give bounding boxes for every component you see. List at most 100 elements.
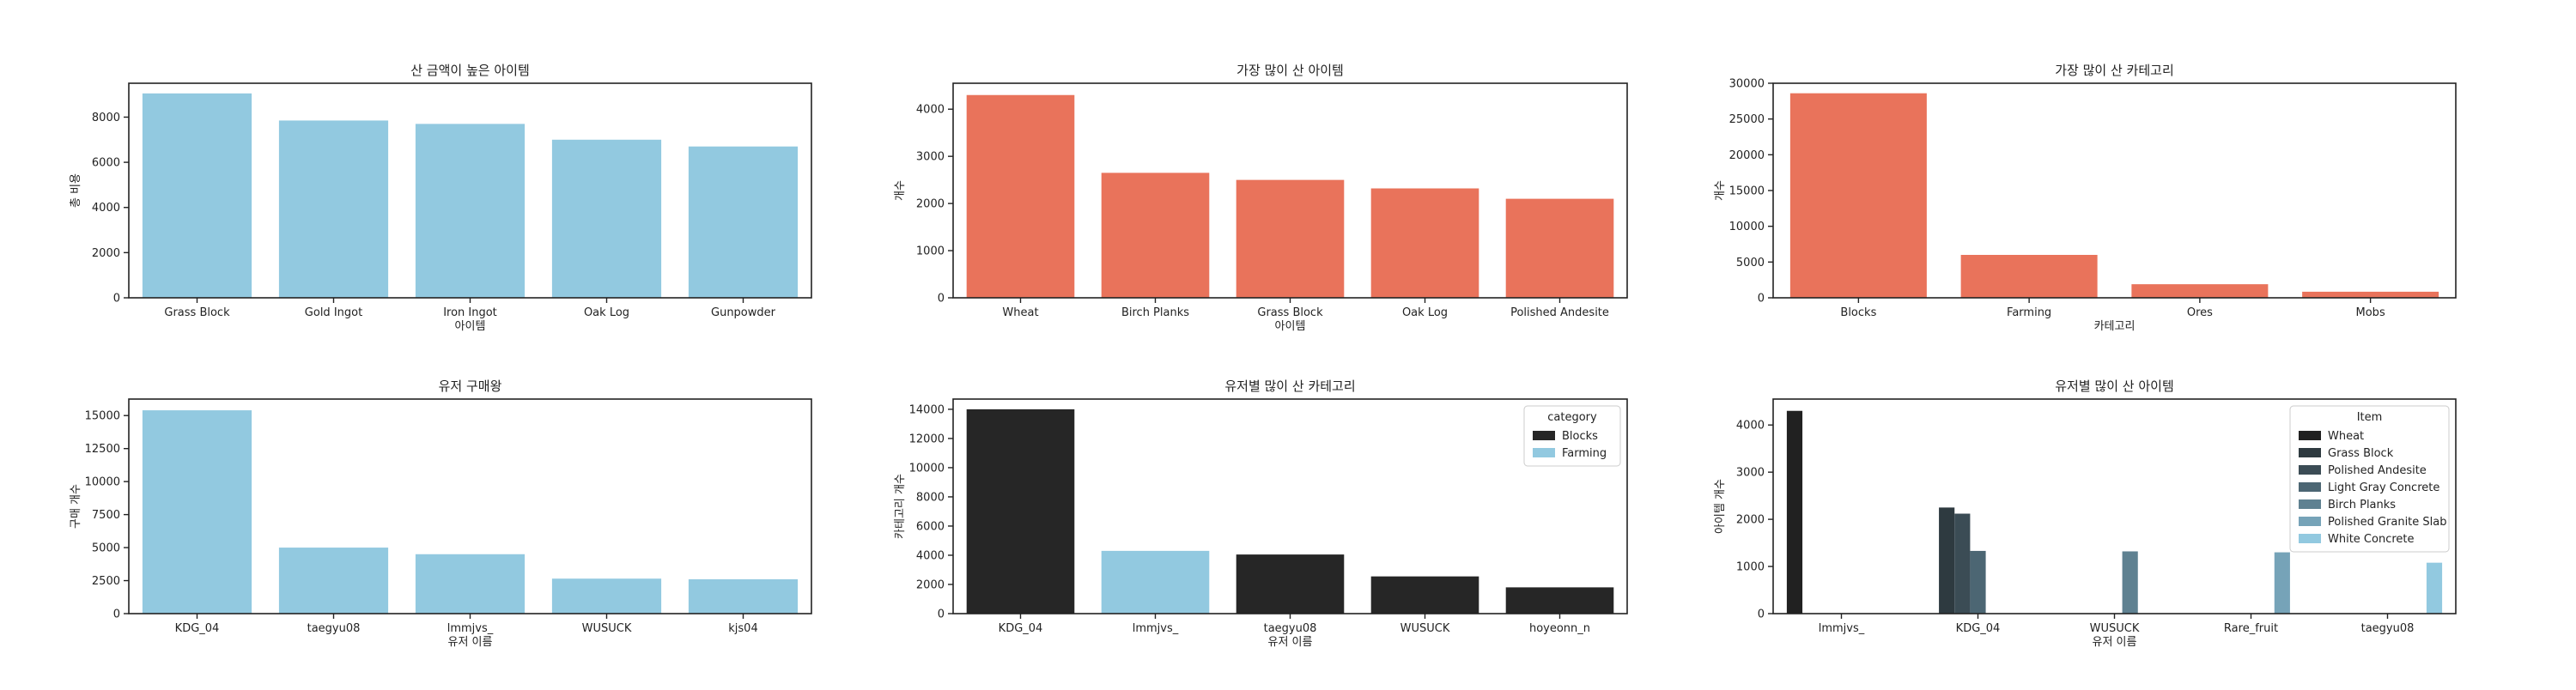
x-tick-label: Blocks [1840, 306, 1876, 319]
x-axis-label: 유저 이름 [1268, 636, 1313, 649]
chart-c4: 유저 구매왕 0 2500 5000 7500 10000 12500 15000 구매 개수 K… [70, 378, 812, 649]
x-tick-label: Mobs [2356, 306, 2385, 319]
x-tick-label: Oak Log [584, 306, 629, 319]
bar [142, 93, 252, 298]
x-tick-label: Iron Ingot [443, 306, 497, 319]
x-tick-label: KDG_04 [999, 622, 1043, 635]
legend-label: Blocks [1562, 430, 1598, 443]
bar-light-gray-concrete [1970, 550, 1986, 614]
y-axis-label: 카테고리 개수 [894, 474, 907, 539]
x-tick-label: WUSUCK [582, 622, 632, 635]
legend-label: White Concrete [2328, 533, 2415, 546]
bar [415, 554, 526, 614]
chart-legend: category Blocks Farming [1523, 405, 1621, 467]
y-tick-label: 8000 [916, 491, 945, 504]
bar [1236, 554, 1345, 614]
x-tick-label: Ores [2187, 306, 2213, 319]
y-tick-label: 0 [113, 608, 120, 621]
x-tick-label: WUSUCK [2090, 622, 2140, 635]
chart-title: 가장 많이 산 아이템 [1236, 63, 1344, 78]
chart-title: 유저 구매왕 [439, 378, 502, 394]
y-tick-label: 6000 [92, 157, 120, 170]
x-tick-label: Gold Ingot [305, 306, 362, 319]
bar-birch-planks [2122, 551, 2138, 614]
y-tick-label: 1000 [1736, 561, 1765, 574]
y-tick-label: 7500 [92, 509, 120, 522]
bar [1101, 550, 1210, 614]
y-tick-label: 0 [938, 608, 945, 621]
y-axis-label: 총 비용 [70, 173, 82, 208]
x-tick-label: Birch Planks [1121, 306, 1189, 319]
legend-label: Light Gray Concrete [2328, 481, 2439, 494]
legend-swatch [2299, 517, 2321, 526]
y-tick-label: 2000 [916, 198, 945, 211]
plot-frame [128, 82, 812, 299]
chart-c2: 가장 많이 산 아이템 0 1000 2000 3000 4000 개수 Wheat Birch… [894, 63, 1628, 333]
x-tick-label: Grass Block [1257, 306, 1323, 319]
bar [551, 139, 662, 298]
legend-label: Birch Planks [2328, 499, 2396, 511]
y-tick-label: 0 [113, 293, 120, 306]
bar-polished-granite-slab [2274, 552, 2290, 614]
legend-swatch [2299, 465, 2321, 475]
chart-c6: 유저별 많이 산 아이템 0 1000 2000 3000 4000 아이템 개수 lmmjv… [1714, 378, 2457, 649]
y-tick-label: 4000 [916, 104, 945, 117]
legend-title: category [1547, 411, 1597, 424]
x-axis-label: 카테고리 [2094, 320, 2136, 333]
bar [1505, 587, 1614, 614]
x-axis-label: 아이템 [455, 320, 486, 333]
x-tick-label: Rare_fruit [2224, 622, 2278, 635]
y-tick-label: 15000 [85, 410, 120, 423]
chart-c5: 유저별 많이 산 카테고리 0 2000 4000 6000 8000 10000 12000… [894, 378, 1628, 649]
x-tick-label: lmmjvs_ [447, 622, 494, 635]
bar [1101, 172, 1210, 298]
x-axis-label: 아이템 [1275, 320, 1306, 333]
y-tick-label: 0 [938, 293, 945, 306]
x-tick-label: lmmjvs_ [1819, 622, 1865, 635]
x-tick-label: Grass Block [164, 306, 230, 319]
bar [551, 578, 662, 614]
bar [278, 120, 389, 298]
plot-frame [1772, 82, 2457, 299]
x-tick-label: lmmjvs_ [1133, 622, 1179, 635]
bar [415, 124, 526, 298]
y-tick-label: 4000 [92, 202, 120, 215]
legend-label: Polished Andesite [2328, 464, 2427, 477]
legend-swatch [2299, 534, 2321, 543]
x-tick-label: Wheat [1002, 306, 1038, 319]
y-tick-label: 12000 [909, 433, 945, 445]
y-tick-label: 2000 [92, 247, 120, 260]
y-tick-label: 15000 [1729, 185, 1765, 198]
chart-title: 산 금액이 높은 아이템 [410, 63, 530, 78]
legend-label: Grass Block [2328, 447, 2394, 460]
y-tick-label: 5000 [1736, 257, 1765, 269]
legend-swatch [2299, 499, 2321, 509]
y-tick-label: 14000 [909, 403, 945, 416]
bar [688, 579, 799, 614]
legend-label: Polished Granite Slab [2328, 516, 2447, 529]
x-tick-label: taegyu08 [1264, 622, 1317, 635]
bar [1236, 179, 1345, 298]
y-tick-label: 3000 [916, 151, 945, 164]
legend-label: Farming [1562, 447, 1607, 460]
y-tick-label: 8000 [92, 112, 120, 124]
y-tick-label: 10000 [1729, 221, 1765, 233]
legend-swatch [1533, 448, 1555, 457]
bar-wheat [1786, 410, 1803, 614]
plot-frame [952, 82, 1628, 299]
x-tick-label: Farming [2007, 306, 2051, 319]
y-tick-label: 30000 [1729, 78, 1765, 91]
y-tick-label: 2500 [92, 575, 120, 588]
bar-white-concrete [2426, 562, 2443, 614]
y-tick-label: 3000 [1736, 467, 1765, 480]
y-tick-label: 6000 [916, 520, 945, 533]
y-axis-label: 개수 [894, 180, 907, 201]
y-tick-label: 4000 [1736, 420, 1765, 433]
legend-swatch [2299, 448, 2321, 457]
y-tick-label: 0 [1758, 293, 1765, 306]
y-tick-label: 10000 [85, 476, 120, 489]
x-tick-label: taegyu08 [307, 622, 361, 635]
x-tick-label: Gunpowder [711, 306, 776, 319]
legend-box [2289, 405, 2450, 553]
